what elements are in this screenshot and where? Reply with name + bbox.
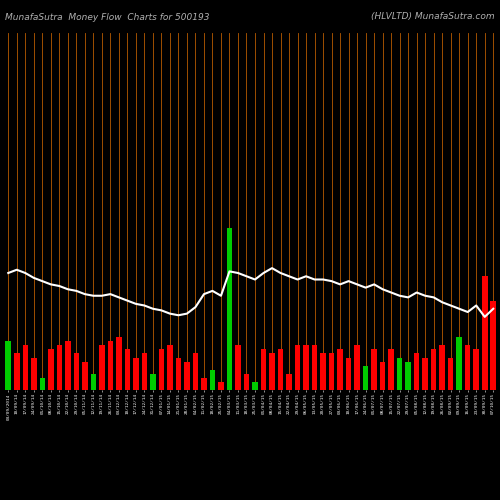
Bar bbox=[184, 362, 190, 390]
Text: (HLVLTD) MunafaSutra.com: (HLVLTD) MunafaSutra.com bbox=[372, 12, 495, 22]
Bar bbox=[142, 354, 147, 390]
Bar bbox=[167, 346, 172, 390]
Bar bbox=[456, 337, 462, 390]
Bar bbox=[150, 374, 156, 390]
Bar bbox=[22, 346, 28, 390]
Bar bbox=[244, 374, 250, 390]
Bar bbox=[431, 350, 436, 390]
Bar bbox=[304, 346, 309, 390]
Bar bbox=[133, 358, 138, 390]
Bar bbox=[270, 354, 275, 390]
Bar bbox=[448, 358, 454, 390]
Text: MunafaSutra  Money Flow  Charts for 500193: MunafaSutra Money Flow Charts for 500193 bbox=[5, 12, 210, 22]
Bar bbox=[372, 350, 377, 390]
Bar bbox=[440, 346, 445, 390]
Bar bbox=[465, 346, 470, 390]
Bar bbox=[116, 337, 121, 390]
Bar bbox=[40, 378, 45, 390]
Bar bbox=[176, 358, 181, 390]
Bar bbox=[338, 350, 343, 390]
Bar bbox=[406, 362, 411, 390]
Bar bbox=[320, 354, 326, 390]
Bar bbox=[346, 358, 352, 390]
Bar bbox=[90, 374, 96, 390]
Bar bbox=[474, 350, 479, 390]
Bar bbox=[6, 341, 11, 390]
Bar bbox=[56, 346, 62, 390]
Bar bbox=[278, 350, 283, 390]
Bar bbox=[260, 350, 266, 390]
Bar bbox=[252, 382, 258, 390]
Bar bbox=[380, 362, 386, 390]
Bar bbox=[218, 382, 224, 390]
Bar bbox=[482, 276, 488, 390]
Bar bbox=[312, 346, 318, 390]
Bar bbox=[354, 346, 360, 390]
Bar bbox=[414, 354, 420, 390]
Bar bbox=[422, 358, 428, 390]
Bar bbox=[14, 354, 20, 390]
Bar bbox=[226, 228, 232, 390]
Bar bbox=[363, 366, 368, 390]
Bar bbox=[235, 346, 241, 390]
Bar bbox=[295, 346, 300, 390]
Bar bbox=[158, 350, 164, 390]
Bar bbox=[108, 341, 113, 390]
Bar bbox=[397, 358, 402, 390]
Bar bbox=[65, 341, 70, 390]
Bar bbox=[192, 354, 198, 390]
Bar bbox=[99, 346, 104, 390]
Bar bbox=[124, 350, 130, 390]
Bar bbox=[31, 358, 36, 390]
Bar bbox=[48, 350, 54, 390]
Bar bbox=[210, 370, 215, 390]
Bar bbox=[201, 378, 206, 390]
Bar bbox=[286, 374, 292, 390]
Bar bbox=[329, 354, 334, 390]
Bar bbox=[490, 300, 496, 390]
Bar bbox=[388, 350, 394, 390]
Bar bbox=[74, 354, 79, 390]
Bar bbox=[82, 362, 87, 390]
